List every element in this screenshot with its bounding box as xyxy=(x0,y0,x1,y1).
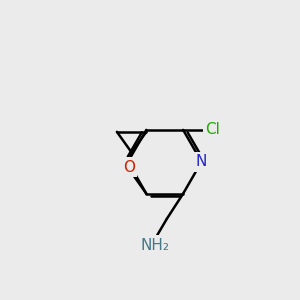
Text: O: O xyxy=(123,160,135,175)
Text: N: N xyxy=(196,154,207,169)
Text: NH₂: NH₂ xyxy=(141,238,170,253)
Text: Cl: Cl xyxy=(205,122,220,137)
